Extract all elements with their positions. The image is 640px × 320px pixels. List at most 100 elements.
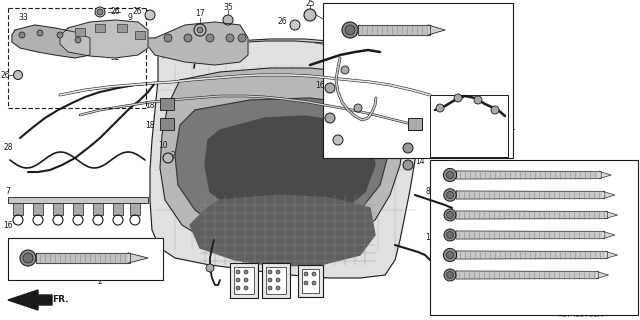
Polygon shape	[163, 39, 395, 65]
Text: 26: 26	[320, 143, 330, 153]
Circle shape	[444, 229, 456, 241]
Polygon shape	[150, 40, 420, 278]
Circle shape	[95, 7, 105, 17]
Circle shape	[403, 160, 413, 170]
Circle shape	[447, 231, 454, 238]
Circle shape	[454, 94, 462, 102]
Circle shape	[491, 106, 499, 114]
Text: 6: 6	[241, 258, 246, 267]
Polygon shape	[117, 24, 127, 32]
Polygon shape	[358, 25, 430, 35]
Circle shape	[236, 270, 240, 274]
Circle shape	[20, 250, 36, 266]
Polygon shape	[205, 116, 375, 222]
Circle shape	[75, 37, 81, 43]
Bar	[234, 267, 254, 294]
Polygon shape	[53, 203, 63, 215]
Polygon shape	[456, 231, 605, 239]
Bar	[160, 118, 174, 130]
Circle shape	[333, 135, 343, 145]
Circle shape	[444, 269, 456, 281]
Circle shape	[325, 83, 335, 93]
Circle shape	[290, 20, 300, 30]
Bar	[8, 238, 163, 280]
Circle shape	[444, 248, 456, 262]
Polygon shape	[95, 24, 105, 32]
Text: 1: 1	[511, 124, 515, 132]
Bar	[8, 197, 148, 203]
Text: 31: 31	[306, 258, 316, 267]
Polygon shape	[73, 203, 83, 215]
Polygon shape	[130, 203, 140, 215]
Text: 20: 20	[370, 15, 380, 25]
Circle shape	[164, 34, 172, 42]
Bar	[262, 263, 290, 298]
Bar	[298, 265, 323, 297]
Text: 10: 10	[158, 140, 168, 149]
Circle shape	[403, 143, 413, 153]
Circle shape	[446, 251, 454, 259]
Text: 11: 11	[383, 44, 393, 52]
Circle shape	[446, 191, 454, 199]
Text: 7: 7	[6, 188, 10, 196]
Polygon shape	[456, 191, 605, 199]
Polygon shape	[190, 195, 375, 266]
Text: FR.: FR.	[52, 295, 68, 305]
Text: 16: 16	[315, 110, 325, 119]
Text: 28: 28	[3, 143, 13, 153]
Text: 16: 16	[3, 220, 13, 229]
Text: 5: 5	[276, 258, 280, 267]
Polygon shape	[603, 191, 615, 198]
Text: 23: 23	[438, 251, 448, 260]
Text: 25: 25	[305, 0, 315, 7]
Polygon shape	[93, 203, 103, 215]
Circle shape	[276, 270, 280, 274]
Circle shape	[19, 32, 25, 38]
Polygon shape	[113, 203, 123, 215]
Polygon shape	[603, 231, 615, 238]
Bar	[266, 267, 286, 294]
Polygon shape	[36, 253, 130, 263]
Circle shape	[268, 278, 272, 282]
Circle shape	[312, 272, 316, 276]
Text: 32: 32	[110, 53, 120, 62]
Text: 26: 26	[0, 70, 10, 79]
Polygon shape	[456, 271, 598, 279]
Text: 4: 4	[440, 171, 445, 180]
Circle shape	[444, 189, 456, 201]
Circle shape	[206, 264, 214, 272]
Polygon shape	[456, 211, 607, 219]
Circle shape	[244, 270, 248, 274]
Circle shape	[23, 253, 33, 263]
Circle shape	[447, 212, 454, 219]
Circle shape	[444, 209, 456, 221]
Circle shape	[354, 104, 362, 112]
Text: 26: 26	[110, 7, 120, 17]
Circle shape	[268, 270, 272, 274]
Circle shape	[194, 24, 206, 36]
Polygon shape	[128, 253, 148, 263]
Text: 8: 8	[426, 188, 430, 196]
Bar	[230, 263, 258, 298]
Circle shape	[436, 104, 444, 112]
Text: 13: 13	[425, 234, 435, 243]
Text: TG74E0701A: TG74E0701A	[557, 312, 603, 318]
Circle shape	[244, 278, 248, 282]
Polygon shape	[13, 203, 23, 215]
Circle shape	[444, 168, 456, 181]
Text: 18: 18	[145, 100, 155, 109]
Circle shape	[446, 171, 454, 179]
Circle shape	[244, 286, 248, 290]
Text: 21: 21	[438, 211, 448, 220]
Text: 12: 12	[195, 234, 205, 243]
Circle shape	[57, 32, 63, 38]
Circle shape	[226, 34, 234, 42]
Polygon shape	[456, 251, 607, 259]
Circle shape	[163, 153, 173, 163]
Circle shape	[304, 272, 308, 276]
Text: 7: 7	[326, 60, 330, 69]
Circle shape	[447, 271, 454, 278]
Bar	[323, 3, 513, 158]
Text: 14: 14	[415, 157, 425, 166]
Circle shape	[276, 278, 280, 282]
